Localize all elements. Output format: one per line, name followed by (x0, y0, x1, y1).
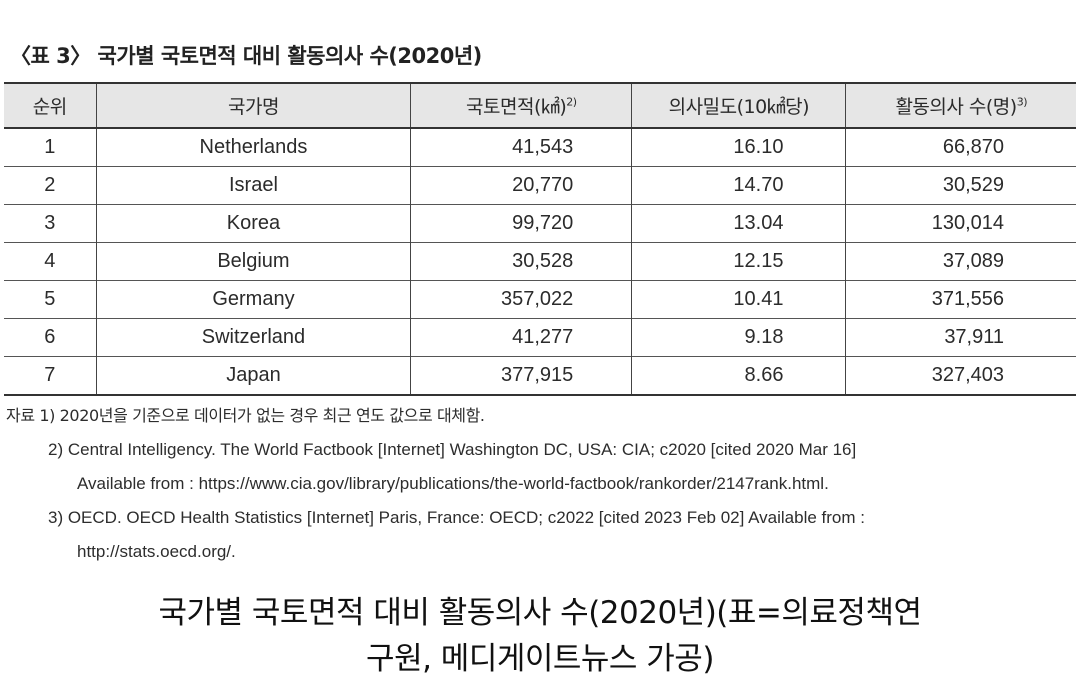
table-row: 3 Korea 99,720 13.04 130,014 (4, 204, 1076, 243)
area-cell: 20,770 (410, 166, 632, 205)
doctors-cell: 30,529 (845, 166, 1076, 205)
doctors-per-area-table: 순위 국가명 국토면적(㎢)2) 의사밀도(10㎢당) 활동의사 수(명)3) … (4, 82, 1076, 396)
country-cell: Japan (95, 356, 411, 395)
density-cell: 8.66 (631, 356, 846, 395)
source-notes: 자료 1) 2020년을 기준으로 데이터가 없는 경우 최근 연도 값으로 대… (6, 399, 1076, 569)
table-row: 7 Japan 377,915 8.66 327,403 (4, 356, 1076, 395)
note-1: 자료 1) 2020년을 기준으로 데이터가 없는 경우 최근 연도 값으로 대… (6, 406, 485, 425)
country-cell: Switzerland (95, 318, 411, 357)
image-caption-line-2: 구원, 메디게이트뉴스 가공) (366, 641, 714, 677)
rank-cell: 6 (4, 318, 97, 357)
country-cell: Belgium (95, 242, 411, 281)
area-cell: 41,277 (410, 318, 632, 357)
table-header-row: 순위 국가명 국토면적(㎢)2) 의사밀도(10㎢당) 활동의사 수(명)3) (4, 83, 1076, 129)
doctors-cell: 130,014 (845, 204, 1076, 243)
table-caption: 〈표 3〉 국가별 국토면적 대비 활동의사 수(2020년) (10, 44, 482, 68)
header-doctors: 활동의사 수(명)3) (845, 83, 1076, 129)
density-cell: 12.15 (631, 242, 846, 281)
doctors-cell: 327,403 (845, 356, 1076, 395)
image-caption-line-1: 국가별 국토면적 대비 활동의사 수(2020년)(표=의료정책연 (158, 595, 922, 631)
header-rank: 순위 (4, 83, 97, 129)
note-3-line-2: http://stats.oecd.org/. (77, 542, 236, 561)
header-area: 국토면적(㎢)2) (410, 83, 632, 129)
area-cell: 30,528 (410, 242, 632, 281)
header-density: 의사밀도(10㎢당) (631, 83, 846, 129)
doctors-cell: 371,556 (845, 280, 1076, 319)
area-cell: 357,022 (410, 280, 632, 319)
density-cell: 9.18 (631, 318, 846, 357)
table-row: 5 Germany 357,022 10.41 371,556 (4, 280, 1076, 319)
rank-cell: 3 (4, 204, 97, 243)
note-3-line-1: 3) OECD. OECD Health Statistics [Interne… (48, 508, 865, 527)
rank-cell: 4 (4, 242, 97, 281)
note-2-text: 2) Central Intelligency. The World Factb… (48, 440, 857, 459)
doctors-cell: 66,870 (845, 128, 1076, 167)
density-cell: 13.04 (631, 204, 846, 243)
area-cell: 377,915 (410, 356, 632, 395)
rank-cell: 5 (4, 280, 97, 319)
table-row: 4 Belgium 30,528 12.15 37,089 (4, 242, 1076, 281)
doctors-cell: 37,089 (845, 242, 1076, 281)
country-cell: Korea (95, 204, 411, 243)
area-cell: 99,720 (410, 204, 632, 243)
table-row: 2 Israel 20,770 14.70 30,529 (4, 166, 1076, 205)
country-cell: Israel (95, 166, 411, 205)
image-caption: 국가별 국토면적 대비 활동의사 수(2020년)(표=의료정책연 구원, 메디… (0, 590, 1080, 682)
note-2-line-1: 2) Central Intelligency. The World Factb… (6, 433, 1076, 467)
table-row: 1 Netherlands 41,543 16.10 66,870 (4, 128, 1076, 167)
area-cell: 41,543 (410, 128, 632, 167)
rank-cell: 1 (44, 136, 56, 158)
density-cell: 10.41 (631, 280, 846, 319)
rank-cell: 7 (4, 356, 97, 395)
density-cell: 16.10 (631, 128, 846, 167)
country-cell: Germany (95, 280, 411, 319)
rank-cell: 2 (4, 166, 97, 205)
doctors-cell: 37,911 (845, 318, 1076, 357)
note-2-line-2: Available from : https://www.cia.gov/lib… (77, 474, 829, 493)
country-cell: Netherlands (95, 128, 411, 167)
header-country: 국가명 (95, 83, 411, 129)
density-cell: 14.70 (631, 166, 846, 205)
table-row: 6 Switzerland 41,277 9.18 37,911 (4, 318, 1076, 357)
